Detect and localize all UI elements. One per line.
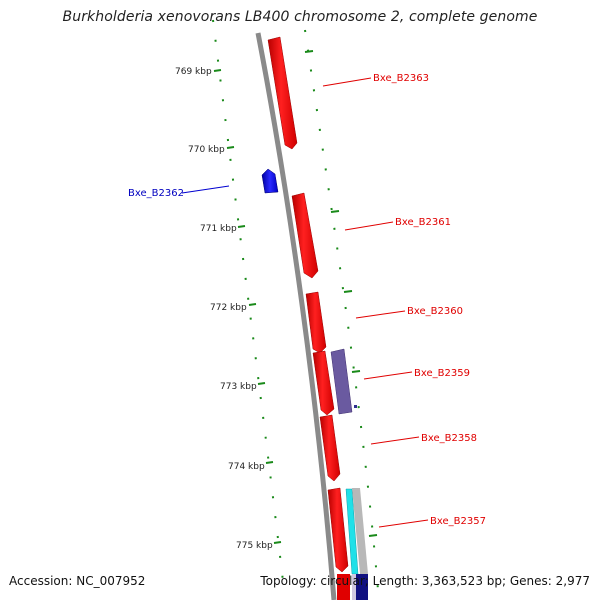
backbone-line bbox=[255, 32, 337, 600]
gene-bxe-b2362[interactable] bbox=[261, 168, 279, 194]
gene-label[interactable]: Bxe_B2357 bbox=[430, 516, 486, 527]
map-title: Burkholderia xenovorans LB400 chromosome… bbox=[62, 9, 538, 25]
gene-label[interactable]: Bxe_B2362 bbox=[128, 188, 184, 199]
major-ticks bbox=[213, 50, 378, 544]
purple-feature[interactable] bbox=[330, 348, 353, 415]
purple-marker bbox=[354, 405, 357, 408]
tick-label: 770 kbp bbox=[188, 145, 225, 155]
tick-labels: 769 kbp 770 kbp 771 kbp 772 kbp 773 kbp … bbox=[175, 67, 273, 551]
gene-bxe-b2361[interactable] bbox=[291, 192, 319, 279]
gene-bxe-b2360[interactable] bbox=[305, 291, 327, 354]
gene-label[interactable]: Bxe_B2361 bbox=[395, 217, 451, 228]
forward-genes[interactable] bbox=[267, 36, 350, 600]
gene-bxe-b2357[interactable] bbox=[327, 487, 349, 573]
gene-label[interactable]: Bxe_B2360 bbox=[407, 306, 463, 317]
gene-bxe-b2363[interactable] bbox=[267, 36, 298, 150]
gene-label[interactable]: Bxe_B2363 bbox=[373, 73, 429, 84]
gene-fragment bbox=[337, 574, 350, 600]
grey-feature bbox=[352, 488, 368, 574]
tick-label: 769 kbp bbox=[175, 67, 212, 77]
accession-text: Accession: NC_007952 bbox=[9, 574, 146, 588]
leader-lines bbox=[181, 77, 429, 528]
genome-summary: Topology: circular; Length: 3,363,523 bp… bbox=[260, 574, 590, 588]
gene-labels: Bxe_B2363 Bxe_B2362 Bxe_B2361 Bxe_B2360 … bbox=[128, 73, 486, 527]
tick-label: 772 kbp bbox=[210, 303, 247, 313]
gene-label[interactable]: Bxe_B2359 bbox=[414, 368, 470, 379]
gene-bxe-b2358[interactable] bbox=[319, 414, 341, 482]
tick-label: 774 kbp bbox=[228, 462, 265, 472]
bottom-blue-fragment bbox=[356, 574, 368, 600]
tick-label: 775 kbp bbox=[236, 541, 273, 551]
tick-label: 773 kbp bbox=[220, 382, 257, 392]
gene-bxe-b2359[interactable] bbox=[312, 350, 335, 416]
gene-label[interactable]: Bxe_B2358 bbox=[421, 433, 477, 444]
tick-label: 771 kbp bbox=[200, 224, 237, 234]
